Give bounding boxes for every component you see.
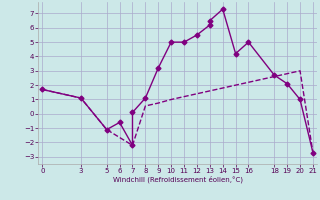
- X-axis label: Windchill (Refroidissement éolien,°C): Windchill (Refroidissement éolien,°C): [113, 176, 243, 183]
